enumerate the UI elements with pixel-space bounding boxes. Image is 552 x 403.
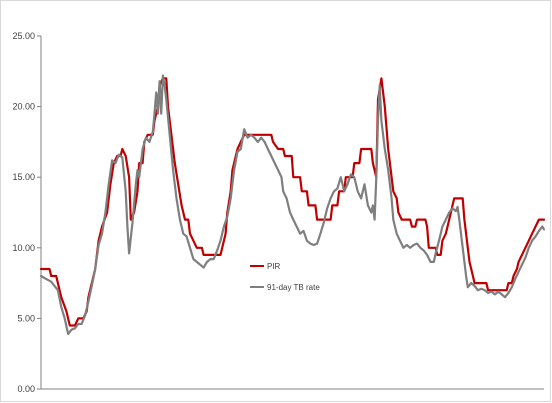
series-line-tb-rate (39, 74, 546, 335)
y-tick-label: 10.00 (12, 243, 35, 253)
series-layer (39, 74, 546, 335)
y-tick-label: 5.00 (17, 313, 35, 323)
legend-label-pir: PIR (267, 262, 281, 271)
y-tick-group: 0.00 5.00 10.00 15.00 20.00 25.00 (12, 31, 41, 394)
legend-label-tb-rate: 91-day TB rate (267, 283, 320, 292)
y-tick-label: 25.00 (12, 31, 35, 41)
legend: PIR 91-day TB rate (250, 262, 320, 292)
y-tick-label: 15.00 (12, 172, 35, 182)
series-line-pir (39, 77, 546, 327)
y-tick-label: 20.00 (12, 102, 35, 112)
chart-axes: 0.00 5.00 10.00 15.00 20.00 25.00 (12, 31, 544, 394)
y-tick-label: 0.00 (17, 384, 35, 394)
